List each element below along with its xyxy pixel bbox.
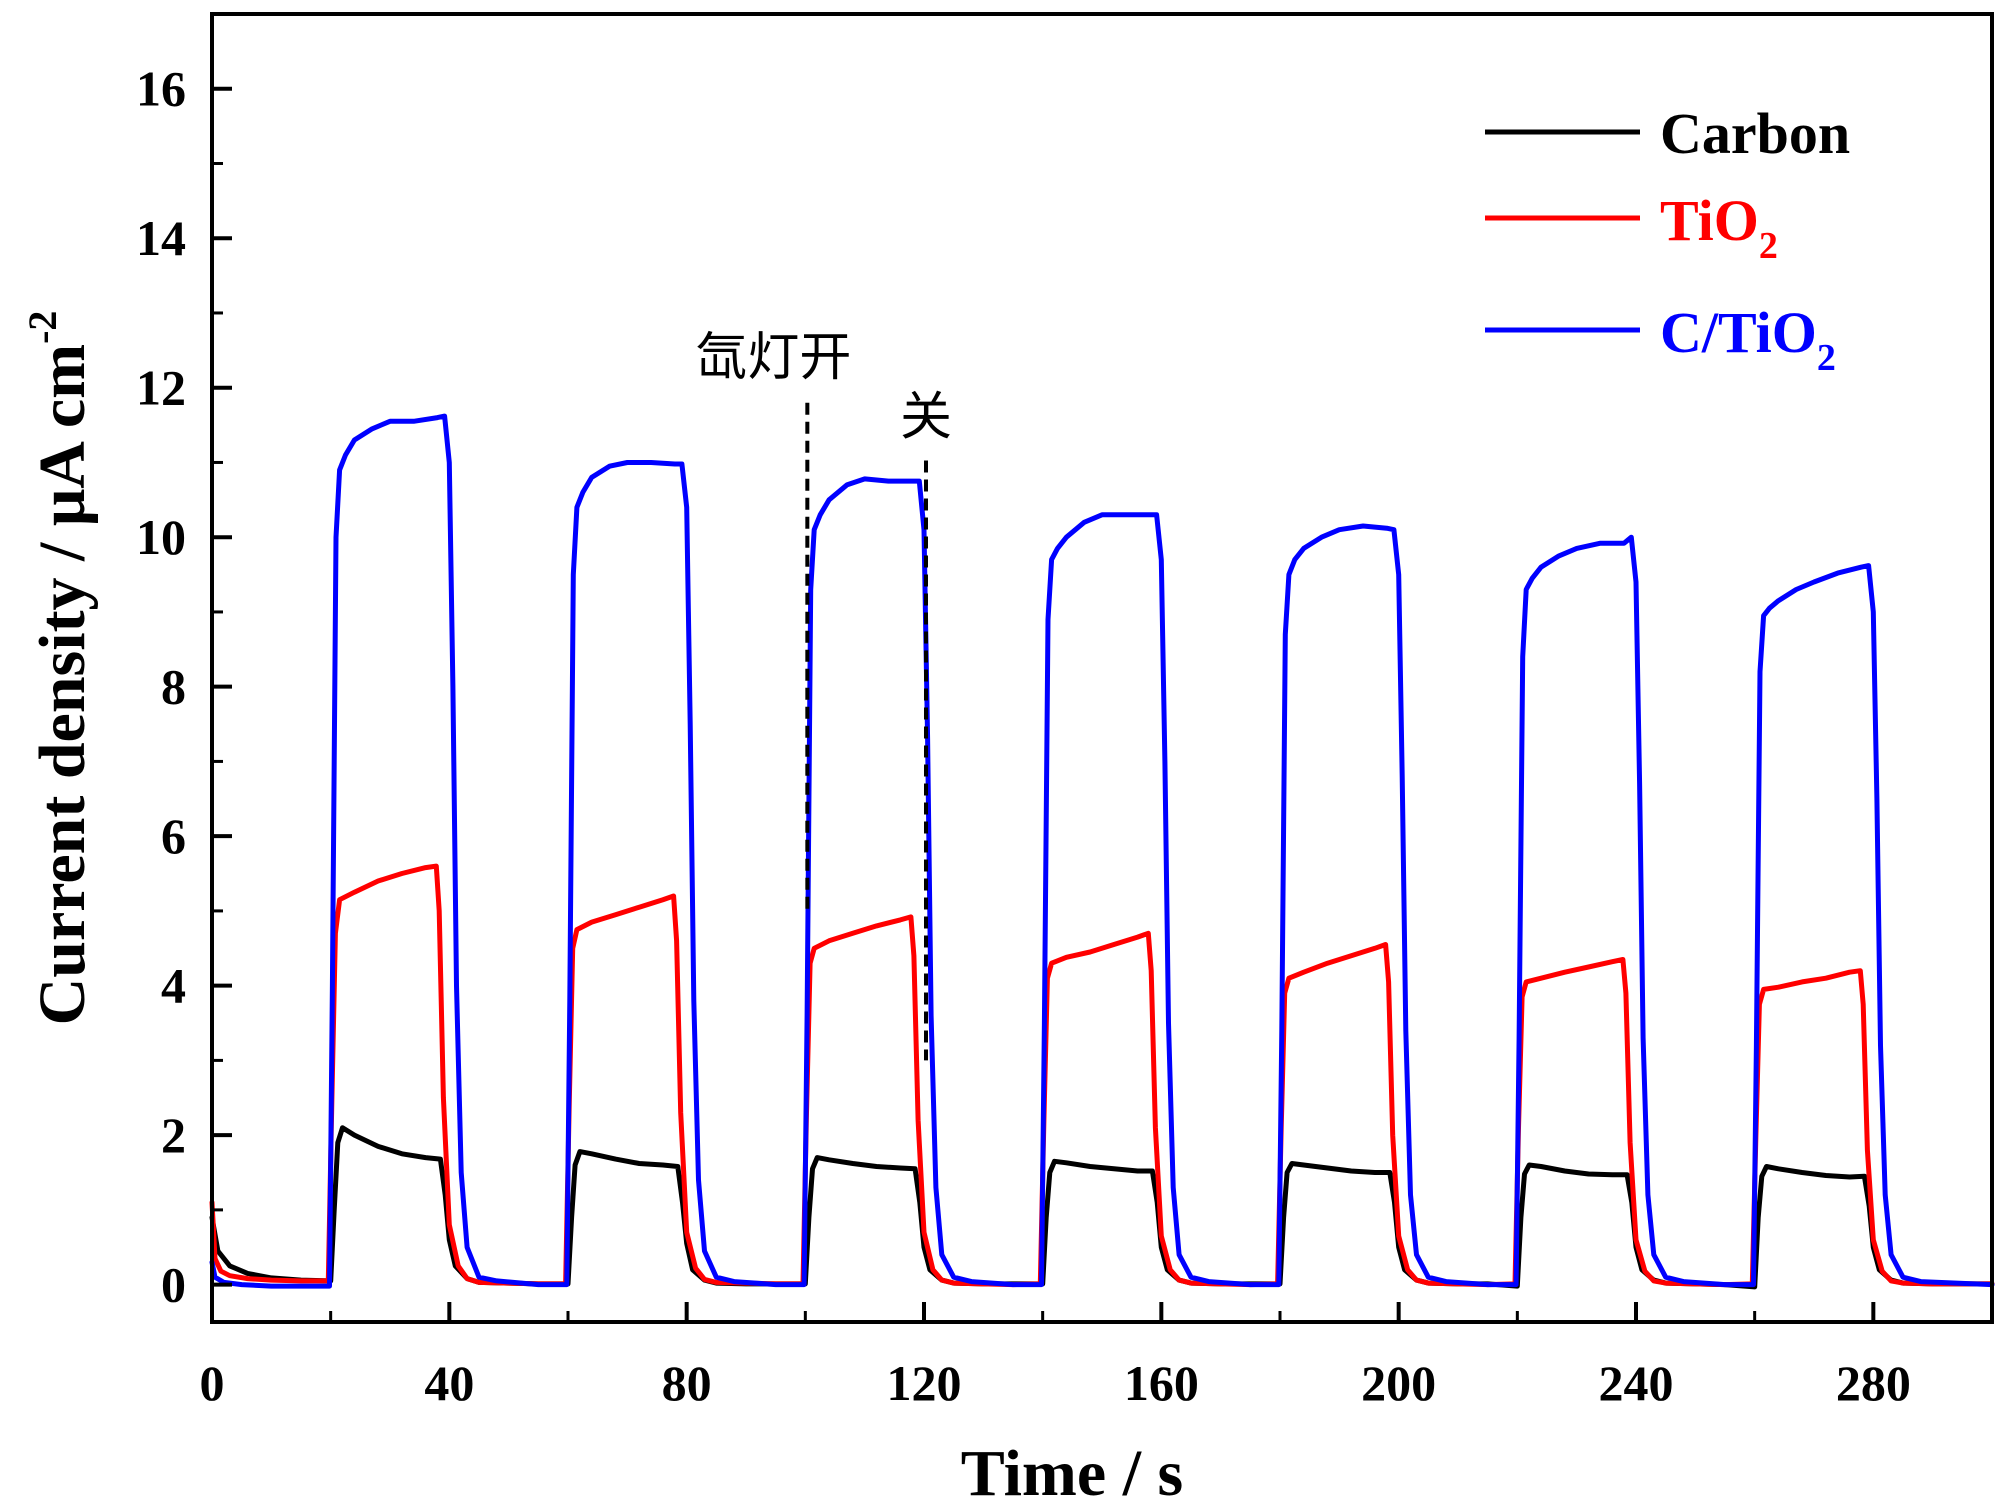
y-axis-title-sup: -2 — [20, 311, 65, 344]
legend-sub-tio2: 2 — [1759, 225, 1778, 267]
y-tick-label: 6 — [161, 808, 186, 864]
y-tick-label: 8 — [161, 659, 186, 715]
y-tick-label: 16 — [136, 61, 186, 117]
legend-item-ctio2: C/TiO2 — [1485, 300, 1836, 379]
x-tick-label: 160 — [1124, 1355, 1199, 1411]
y-tick-label: 4 — [161, 958, 186, 1014]
y-axis-title-text: Current density / μA cm — [26, 344, 99, 1026]
x-tick-label: 40 — [424, 1355, 474, 1411]
y-tick-label: 12 — [136, 360, 186, 416]
series-layer — [209, 413, 1995, 1290]
legend-label-carbon: Carbon — [1660, 101, 1850, 166]
y-tick-label: 0 — [161, 1257, 186, 1313]
legend-label-tio2: TiO — [1660, 188, 1759, 253]
x-tick-label: 80 — [662, 1355, 712, 1411]
legend-item-tio2: TiO2 — [1485, 188, 1778, 267]
annotation-lamp-off: 关 — [900, 388, 952, 448]
legend-sub-ctio2: 2 — [1817, 337, 1836, 379]
svg-text:C/TiO2: C/TiO2 — [1660, 300, 1836, 379]
y-axis-title: Current density / μA cm-2 — [20, 311, 99, 1026]
x-tick-label: 240 — [1599, 1355, 1674, 1411]
series-line-carbon — [209, 1125, 1995, 1290]
svg-text:TiO2: TiO2 — [1660, 188, 1778, 267]
y-tick-label: 10 — [136, 509, 186, 565]
annotation-markers — [805, 402, 928, 1061]
x-tick-label: 280 — [1836, 1355, 1911, 1411]
series-line-ctio2 — [209, 413, 1995, 1289]
legend-label-ctio2: C/TiO — [1660, 300, 1817, 365]
x-axis-title: Time / s — [961, 1437, 1183, 1505]
x-tick-label: 120 — [887, 1355, 962, 1411]
y-tick-label: 2 — [161, 1107, 186, 1163]
legend: Carbon TiO2 C/TiO2 — [1485, 101, 1850, 379]
ticks-layer — [210, 86, 1876, 1322]
annotation-lamp-on: 氙灯开 — [695, 328, 851, 388]
plot-frame — [210, 12, 1994, 1324]
x-tick-label: 200 — [1361, 1355, 1436, 1411]
tick-labels: 0 40 80 120 160 200 240 280 0 2 4 6 8 10 12 14 16 — [136, 61, 1911, 1411]
x-tick-label: 0 — [200, 1355, 225, 1411]
series-line-tio2 — [209, 863, 1995, 1288]
legend-item-carbon: Carbon — [1485, 101, 1850, 166]
svg-text:Current density / μA cm-2: Current density / μA cm-2 — [20, 311, 99, 1026]
y-tick-label: 14 — [136, 210, 186, 266]
